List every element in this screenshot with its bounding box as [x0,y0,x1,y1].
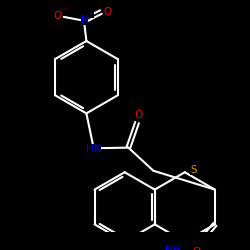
Text: O: O [104,6,112,16]
Text: N: N [80,15,88,25]
Text: O: O [135,110,143,120]
Text: S: S [190,165,197,175]
Text: +: + [88,8,94,18]
Text: O: O [192,247,200,250]
Text: HN: HN [86,144,102,154]
Text: ⁻: ⁻ [63,6,67,15]
Text: O: O [53,12,62,22]
Text: NH: NH [165,246,180,250]
